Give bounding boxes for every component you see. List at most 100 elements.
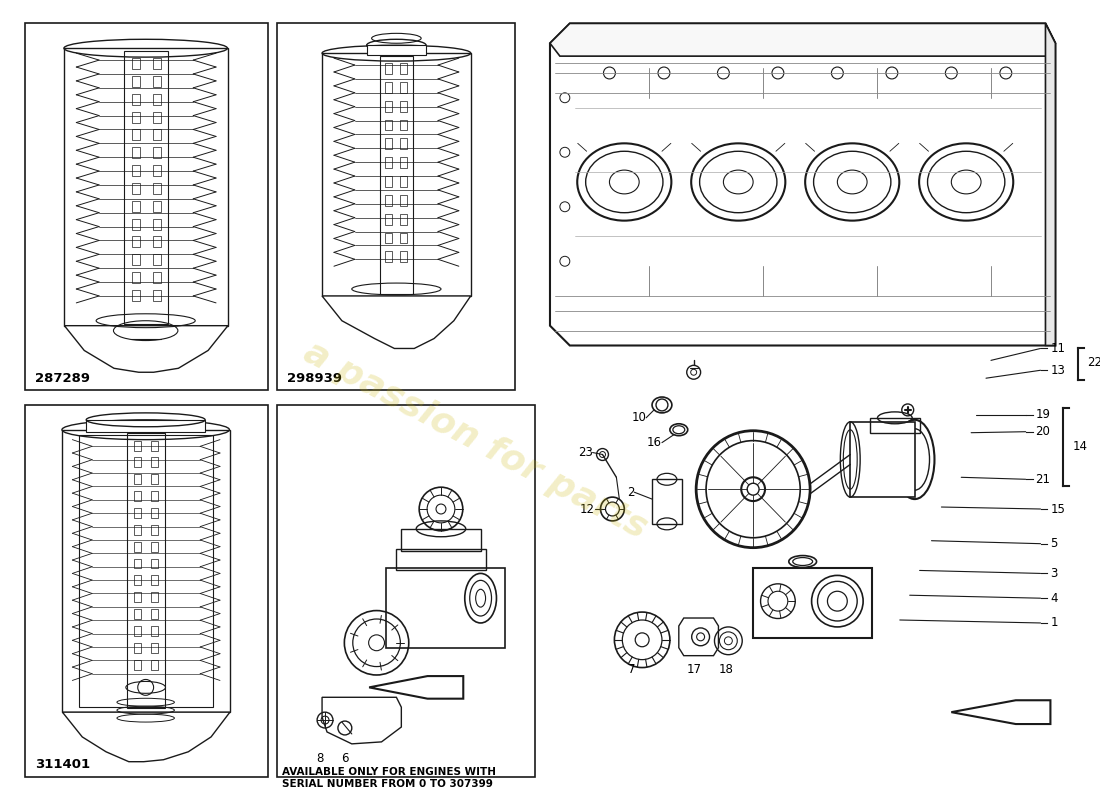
- Bar: [151, 642, 157, 653]
- Text: 1: 1: [1050, 617, 1058, 630]
- Bar: [134, 642, 141, 653]
- Bar: [134, 660, 141, 670]
- Bar: [134, 441, 141, 450]
- Bar: [400, 138, 407, 150]
- Bar: [151, 626, 157, 636]
- Bar: [850, 422, 915, 497]
- Polygon shape: [952, 700, 1050, 724]
- Text: 12: 12: [580, 502, 595, 515]
- Bar: [277, 405, 535, 777]
- Bar: [25, 405, 267, 777]
- Bar: [132, 254, 140, 266]
- Bar: [132, 147, 140, 158]
- Bar: [134, 542, 141, 552]
- Polygon shape: [1045, 23, 1055, 346]
- Bar: [151, 458, 157, 467]
- Bar: [134, 491, 141, 501]
- Bar: [400, 214, 407, 225]
- Text: 4: 4: [1050, 592, 1058, 605]
- Bar: [277, 23, 515, 390]
- Bar: [153, 218, 161, 230]
- Bar: [400, 233, 407, 243]
- Polygon shape: [550, 23, 1055, 56]
- Bar: [132, 218, 140, 230]
- Bar: [134, 525, 141, 534]
- Bar: [400, 82, 407, 93]
- Polygon shape: [65, 326, 228, 372]
- Bar: [153, 147, 161, 158]
- Bar: [151, 525, 157, 534]
- Bar: [132, 76, 140, 87]
- Bar: [153, 165, 161, 176]
- Bar: [134, 558, 141, 569]
- Bar: [134, 508, 141, 518]
- Bar: [153, 237, 161, 247]
- Text: 16: 16: [647, 436, 662, 449]
- Text: 14: 14: [1072, 440, 1087, 453]
- Bar: [870, 418, 920, 433]
- Bar: [134, 592, 141, 602]
- Bar: [151, 660, 157, 670]
- Bar: [132, 58, 140, 69]
- Bar: [322, 53, 471, 296]
- Text: a passion for parts: a passion for parts: [298, 334, 653, 545]
- Text: 18: 18: [719, 663, 734, 676]
- Text: 23: 23: [578, 446, 593, 459]
- Bar: [385, 158, 393, 168]
- Bar: [153, 130, 161, 140]
- Text: 287289: 287289: [35, 372, 90, 385]
- Bar: [754, 569, 872, 638]
- Bar: [385, 233, 393, 243]
- Bar: [400, 251, 407, 262]
- Bar: [134, 626, 141, 636]
- Text: 17: 17: [686, 663, 701, 676]
- Bar: [132, 130, 140, 140]
- Text: 22: 22: [1087, 356, 1100, 369]
- Bar: [151, 542, 157, 552]
- Text: 11: 11: [1050, 342, 1066, 355]
- Bar: [385, 214, 393, 225]
- Bar: [386, 569, 505, 648]
- Text: 6: 6: [341, 752, 349, 766]
- Bar: [132, 272, 140, 283]
- Bar: [153, 76, 161, 87]
- Bar: [151, 592, 157, 602]
- Bar: [132, 237, 140, 247]
- Polygon shape: [679, 618, 718, 656]
- Bar: [134, 474, 141, 484]
- Bar: [126, 433, 165, 708]
- Bar: [132, 183, 140, 194]
- Bar: [385, 138, 393, 150]
- Bar: [385, 63, 393, 74]
- Bar: [132, 201, 140, 212]
- Text: 5: 5: [1050, 537, 1058, 550]
- Bar: [385, 119, 393, 130]
- Bar: [400, 63, 407, 74]
- Text: AVAILABLE ONLY FOR ENGINES WITH: AVAILABLE ONLY FOR ENGINES WITH: [283, 766, 496, 777]
- Text: 3: 3: [1050, 567, 1058, 580]
- Bar: [153, 290, 161, 301]
- Bar: [366, 46, 426, 55]
- Bar: [63, 430, 230, 712]
- Text: 298939: 298939: [287, 372, 342, 385]
- Bar: [79, 434, 213, 707]
- Text: 8: 8: [317, 752, 323, 766]
- Bar: [151, 609, 157, 619]
- Bar: [132, 165, 140, 176]
- Text: 7: 7: [628, 663, 636, 676]
- Bar: [385, 101, 393, 112]
- Polygon shape: [550, 23, 1055, 346]
- Bar: [400, 176, 407, 187]
- Bar: [153, 94, 161, 105]
- Polygon shape: [322, 296, 471, 349]
- Bar: [132, 94, 140, 105]
- Bar: [151, 474, 157, 484]
- Bar: [134, 458, 141, 467]
- Bar: [151, 491, 157, 501]
- Bar: [402, 529, 481, 550]
- Bar: [151, 558, 157, 569]
- Bar: [25, 23, 267, 390]
- Bar: [151, 575, 157, 586]
- Bar: [153, 183, 161, 194]
- Bar: [153, 272, 161, 283]
